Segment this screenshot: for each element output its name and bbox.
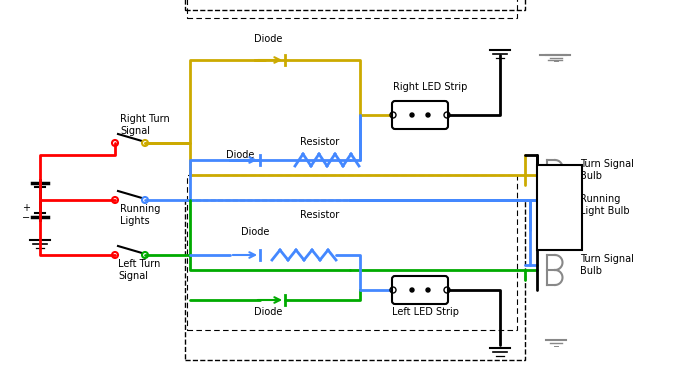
Bar — [187, 175, 517, 330]
Text: Diode: Diode — [254, 307, 282, 317]
Text: Running
Light Bulb: Running Light Bulb — [580, 194, 630, 216]
Circle shape — [410, 288, 414, 292]
Text: −: − — [22, 213, 30, 223]
Text: Right Turn
Signal: Right Turn Signal — [120, 114, 170, 136]
Text: Left LED Strip: Left LED Strip — [392, 307, 458, 317]
FancyBboxPatch shape — [537, 165, 582, 250]
Text: Right LED Strip: Right LED Strip — [393, 82, 467, 92]
Bar — [187, 0, 517, 18]
Text: Running
Lights: Running Lights — [120, 204, 160, 226]
FancyBboxPatch shape — [392, 101, 448, 129]
Text: Diode: Diode — [241, 227, 269, 237]
Circle shape — [410, 113, 414, 117]
Text: Left Turn
Signal: Left Turn Signal — [118, 259, 160, 281]
FancyBboxPatch shape — [392, 276, 448, 304]
Text: +: + — [22, 203, 30, 213]
Text: Diode: Diode — [254, 34, 282, 44]
Circle shape — [426, 113, 430, 117]
Circle shape — [426, 288, 430, 292]
Text: Diode: Diode — [226, 150, 254, 160]
Text: Resistor: Resistor — [301, 137, 340, 147]
Text: Resistor: Resistor — [301, 210, 340, 220]
Text: Turn Signal
Bulb: Turn Signal Bulb — [580, 254, 634, 276]
Text: Turn Signal
Bulb: Turn Signal Bulb — [580, 159, 634, 181]
